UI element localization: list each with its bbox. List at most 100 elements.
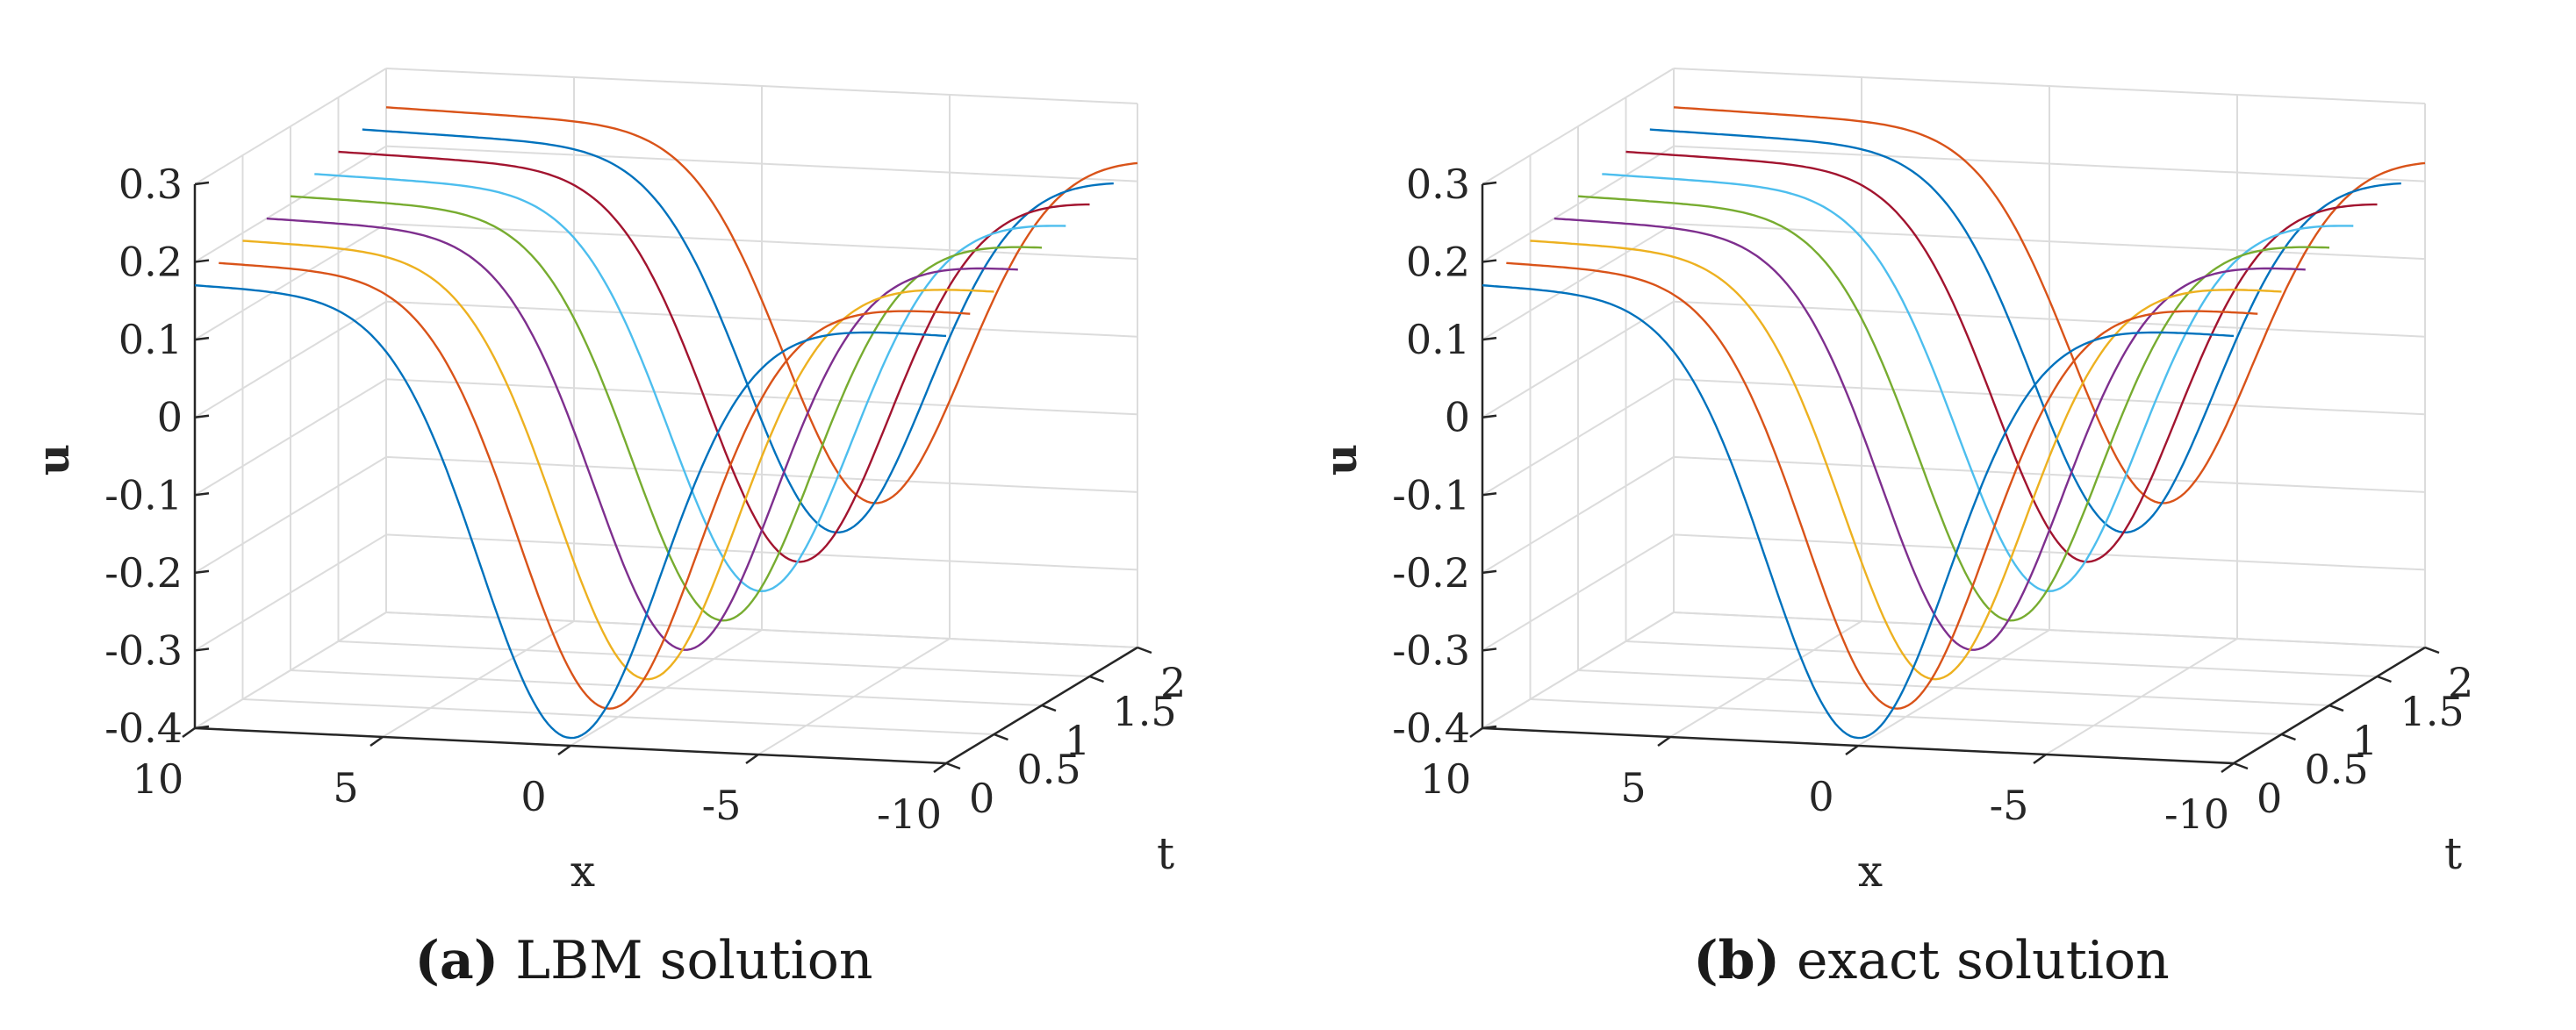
- u-axis-label: u: [27, 444, 79, 476]
- u-tick-label: -0.4: [1392, 705, 1470, 752]
- u-tick-label: -0.1: [104, 471, 183, 519]
- series-line: [194, 284, 947, 740]
- caption-tag: (b): [1693, 930, 1780, 991]
- u-tick-label: -0.1: [1392, 471, 1470, 519]
- side-wall-gridline: [1482, 378, 1675, 497]
- u-tick-label: 0.1: [118, 316, 183, 363]
- t-tick-label: 1.5: [1113, 688, 1177, 735]
- x-tick: [933, 762, 947, 774]
- series-line: [385, 106, 1138, 504]
- back-wall-gridline: [385, 300, 1138, 338]
- u-tick: [194, 259, 210, 263]
- back-wall-gridline: [385, 455, 1138, 493]
- x-tick: [745, 753, 759, 765]
- t-tick-label: 1: [1065, 717, 1090, 764]
- back-wall-gridline: [385, 145, 1138, 182]
- x-tick-label: -10: [877, 790, 942, 838]
- x-tick: [370, 735, 384, 747]
- series-line: [338, 150, 1090, 563]
- u-tick: [1482, 569, 1497, 575]
- chart-exact-solution: 0.30.20.10-0.1-0.2-0.3-0.410 5 0 -5 -10 00.51…: [1315, 68, 2473, 897]
- u-tick: [194, 414, 210, 418]
- x-tick-label: -10: [2164, 790, 2229, 838]
- t-tick-label: 2: [2448, 659, 2473, 706]
- t-axis-label: t: [2444, 828, 2462, 879]
- back-wall-gridline: [1673, 455, 2426, 493]
- u-tick: [194, 181, 210, 186]
- series-line: [314, 173, 1066, 593]
- x-tick: [182, 726, 196, 739]
- floor-gridline: [290, 669, 1043, 706]
- floor-gridline: [1673, 612, 2426, 648]
- series-line: [1553, 217, 2306, 651]
- x-tick: [1845, 744, 1859, 756]
- panel-b: 0.3 0.2 0.1 0 -0.1 -0.2 -0.3 -0.4 10 5 0 -5 -10 0 0.5 1…: [1288, 0, 2575, 1030]
- back-wall-gridline: [1673, 68, 2426, 104]
- back-wall-gridline: [1673, 145, 2426, 182]
- side-wall-gridline: [194, 533, 387, 652]
- u-tick: [194, 569, 210, 575]
- caption-a: (a) LBM solution: [0, 930, 1288, 991]
- side-wall-gridline: [194, 145, 387, 263]
- t-tick: [1041, 704, 1057, 712]
- u-tick-label: 0: [1445, 394, 1470, 441]
- u-tick-label: 0.1: [1406, 316, 1470, 363]
- u-tick: [194, 492, 210, 497]
- t-tick: [2424, 646, 2440, 654]
- x-tick: [1657, 735, 1671, 747]
- x-tick: [557, 744, 571, 756]
- floor-gridline: [385, 612, 1138, 648]
- t-tick-label: 2: [1160, 659, 1186, 706]
- u-tick: [1482, 259, 1497, 263]
- floor-gridline: [338, 640, 1090, 677]
- u-tick-label: -0.3: [104, 626, 183, 674]
- t-tick: [1089, 675, 1104, 683]
- panel-a: 0.3 0.2 0.1 0 -0.1 -0.2 -0.3 -0.4 10 5 0 -5 -10 0 0.5 1…: [0, 68, 1288, 991]
- series-line: [266, 217, 1018, 651]
- u-tick: [1482, 336, 1497, 341]
- side-wall-gridline: [1482, 223, 1675, 340]
- u-tick: [194, 336, 210, 341]
- t-tick-label: 0.5: [2305, 746, 2369, 793]
- t-tick: [994, 733, 1008, 741]
- u-tick-label: 0.2: [118, 239, 183, 286]
- t-tick: [1137, 646, 1152, 654]
- back-wall-gridline: [385, 223, 1138, 261]
- x-tick-label: -5: [1990, 782, 2029, 829]
- u-tick-label: -0.3: [1392, 626, 1470, 674]
- side-wall-gridline: [1482, 145, 1675, 263]
- t-axis-label: t: [1157, 828, 1174, 879]
- x-tick-label: 10: [133, 755, 184, 803]
- x-tick-label: 10: [1420, 755, 1472, 803]
- u-tick: [1482, 181, 1497, 186]
- t-tick: [2233, 762, 2249, 770]
- floor-gridline: [1530, 698, 2282, 735]
- series-line: [1673, 106, 2426, 504]
- floor-gridline: [242, 698, 994, 735]
- side-wall-gridline: [1482, 456, 1675, 574]
- series-line: [1482, 284, 2235, 740]
- caption-title: exact solution: [1797, 930, 2170, 991]
- series-line: [1602, 173, 2354, 593]
- side-wall-gridline: [194, 378, 387, 497]
- u-tick: [194, 725, 210, 730]
- side-wall-gridline: [194, 456, 387, 574]
- u-tick: [194, 647, 210, 652]
- t-tick: [2281, 733, 2296, 741]
- back-wall-gridline: [385, 533, 1138, 571]
- t-tick: [945, 762, 961, 770]
- chart-lbm-solution: 0.30.20.10-0.1-0.2-0.3-0.410 5 0 -5 -10 00.51…: [27, 68, 1186, 897]
- u-tick-label: 0.3: [118, 161, 183, 208]
- u-tick-label: 0.2: [1406, 239, 1470, 286]
- x-tick: [2221, 762, 2235, 774]
- x-tick-label: 5: [1620, 764, 1646, 812]
- caption-tag: (a): [414, 930, 499, 991]
- floor-gridline: [1577, 669, 2330, 706]
- u-axis-label: u: [1315, 444, 1367, 476]
- x-tick-label: 0: [520, 773, 546, 820]
- t-tick-label: 0: [969, 775, 994, 822]
- u-tick: [1482, 647, 1497, 652]
- series-line: [362, 128, 1114, 533]
- series-line: [1625, 150, 2378, 563]
- back-wall-gridline: [1673, 533, 2426, 571]
